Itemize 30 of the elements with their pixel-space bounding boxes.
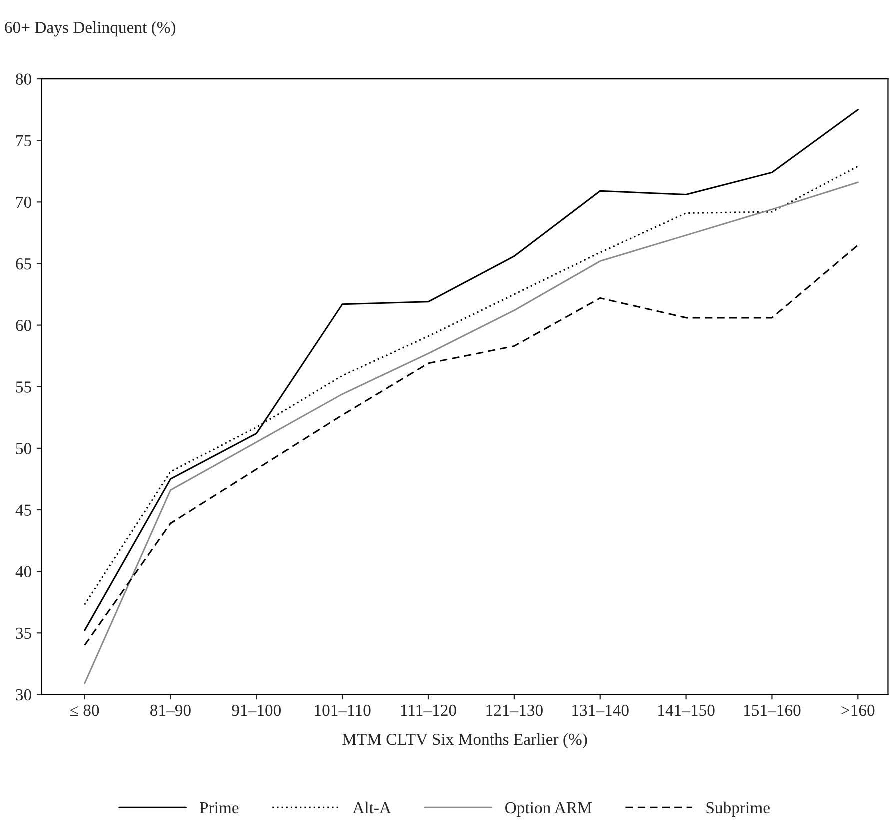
y-tick-label: 70 [16,196,32,208]
line-series [84,109,859,632]
y-tick-label: 80 [16,74,32,85]
legend-label: Alt-A [352,802,392,814]
x-axis-title: MTM CLTV Six Months Earlier (%) [342,733,588,749]
x-tick-label: 101–110 [315,704,371,716]
x-tick-label: >160 [842,704,875,716]
x-tick-label: 91–100 [232,704,282,716]
y-tick-label: 30 [16,689,32,701]
y-tick-label: 55 [16,382,32,393]
x-tick-label: 111–120 [401,704,456,716]
y-tick-label: 65 [16,258,32,270]
y-axis-title: 60+ Days Delinquent (%) [5,22,176,37]
x-tick-label: 141–150 [658,704,715,716]
y-tick-label: 35 [16,628,32,640]
x-tick-label: 81–90 [150,704,191,716]
y-tick-label: 45 [16,504,32,516]
legend-label: Subprime [706,802,770,817]
x-tick-label: ≤ 80 [70,704,100,716]
y-tick-label: 75 [16,135,32,147]
x-tick-label: 121–130 [486,704,543,716]
x-tick-label: 151–160 [744,704,801,716]
y-tick-label: 50 [16,443,32,454]
legend-label: Option ARM [506,802,592,817]
line-series [84,182,859,684]
y-tick-label: 60 [16,320,32,332]
line-series [84,244,859,646]
y-tick-label: 40 [16,566,32,578]
legend-label: Prime [200,802,239,814]
x-tick-label: 131–140 [572,704,629,716]
